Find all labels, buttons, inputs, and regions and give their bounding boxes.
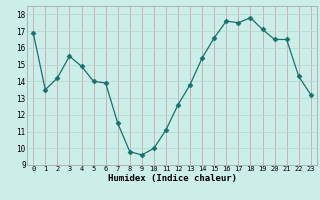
X-axis label: Humidex (Indice chaleur): Humidex (Indice chaleur): [108, 174, 236, 183]
